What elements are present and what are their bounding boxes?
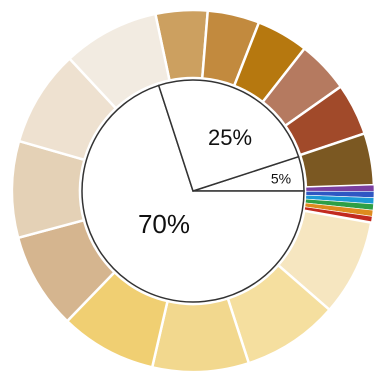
slice-label-5: 5%: [271, 171, 291, 187]
slice-label-70: 70%: [138, 209, 190, 239]
inner-pie: [82, 80, 304, 302]
slice-label-25: 25%: [208, 125, 252, 150]
